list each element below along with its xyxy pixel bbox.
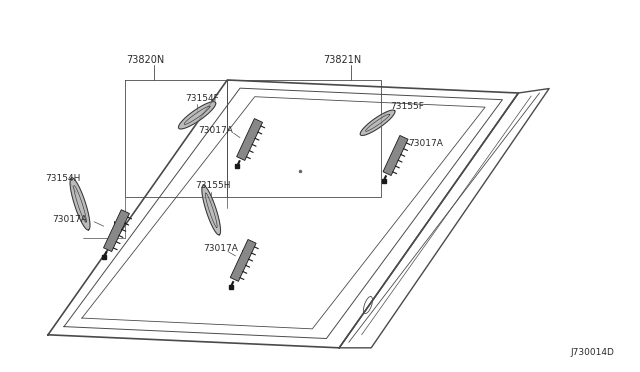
Polygon shape	[202, 185, 221, 235]
Text: 73017A: 73017A	[198, 126, 233, 135]
Polygon shape	[70, 178, 90, 230]
Polygon shape	[360, 110, 395, 135]
Polygon shape	[230, 240, 256, 281]
Text: 73017A: 73017A	[204, 244, 238, 253]
Text: 73154H: 73154H	[45, 174, 80, 183]
Polygon shape	[383, 135, 408, 176]
Text: 73154F: 73154F	[186, 94, 220, 103]
Text: 73017A: 73017A	[52, 215, 87, 224]
Text: 73017A: 73017A	[408, 139, 443, 148]
Text: 73155H: 73155H	[195, 182, 230, 190]
Text: 73821N: 73821N	[323, 55, 362, 64]
Polygon shape	[237, 119, 262, 160]
Text: 73155F: 73155F	[390, 102, 424, 110]
Text: 73820N: 73820N	[126, 55, 164, 64]
Polygon shape	[179, 102, 216, 129]
Polygon shape	[104, 210, 129, 251]
Text: J730014D: J730014D	[570, 348, 614, 357]
